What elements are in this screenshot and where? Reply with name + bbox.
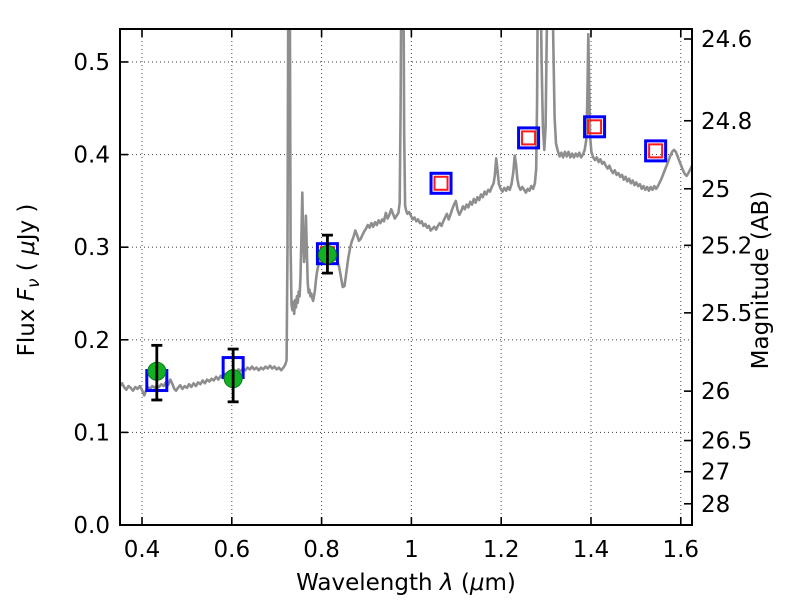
x-tick-label: 1.4 — [573, 537, 610, 563]
flux-axis-label: Flux Fν ( μJy ) — [14, 204, 44, 357]
x-tick-label: 0.8 — [303, 537, 340, 563]
model-spectrum-line — [120, 29, 692, 397]
plot-frame — [119, 28, 693, 526]
magnitude-tick-label: 25.5 — [701, 301, 752, 327]
magnitude-tick-label: 24.8 — [701, 109, 752, 135]
x-tick-label: 0.4 — [124, 537, 161, 563]
model-point-square — [429, 171, 453, 195]
flux-tick-label: 0.0 — [73, 513, 110, 539]
model-point-inner-square — [587, 119, 603, 135]
x-tick-label: 1.6 — [662, 537, 699, 563]
flux-tick-label: 0.4 — [73, 143, 110, 169]
x-tick-label: 1.2 — [483, 537, 520, 563]
x-tick-label: 0.6 — [214, 537, 251, 563]
flux-tick-label: 0.3 — [73, 235, 110, 261]
magnitude-tick-label: 26.5 — [701, 429, 752, 455]
flux-tick-label: 0.2 — [73, 328, 110, 354]
flux-tick-label: 0.1 — [73, 420, 110, 446]
magnitude-tick-label: 25.2 — [701, 233, 752, 259]
magnitude-axis-label: Magnitude (AB) — [748, 191, 774, 370]
model-point-inner-square — [648, 143, 664, 159]
magnitude-tick-label: 28 — [701, 492, 730, 518]
x-axis-label: Wavelength λ (μm) — [296, 570, 516, 596]
magnitude-tick-label: 26 — [701, 379, 730, 405]
model-point-inner-square — [521, 130, 537, 146]
model-point-inner-square — [433, 175, 449, 191]
magnitude-tick-label: 27 — [701, 460, 730, 486]
x-tick-label: 1 — [404, 537, 419, 563]
flux-tick-label: 0.5 — [73, 50, 110, 76]
magnitude-tick-label: 25 — [701, 177, 730, 203]
model-point-square — [644, 139, 668, 163]
model-point-square — [583, 115, 607, 139]
model-point-square — [517, 126, 541, 150]
magnitude-tick-label: 24.6 — [701, 27, 752, 53]
